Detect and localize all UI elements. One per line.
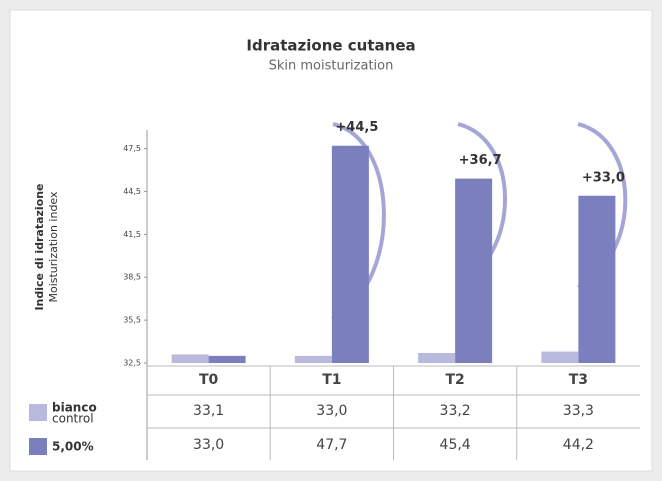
table-value: 45,4 bbox=[440, 437, 471, 453]
y-axis-label: Indice di idratazione bbox=[33, 183, 46, 310]
table-value: 47,7 bbox=[316, 437, 347, 453]
table-value: 33,0 bbox=[316, 403, 347, 419]
table-value: 33,2 bbox=[440, 403, 471, 419]
bar bbox=[208, 355, 246, 363]
chart-subtitle: Skin moisturization bbox=[269, 59, 394, 74]
table-value: 44,2 bbox=[563, 437, 594, 453]
y-tick-label: 47,5 bbox=[123, 144, 141, 153]
annotation: +44,5 bbox=[335, 120, 378, 135]
bar bbox=[541, 351, 579, 363]
x-tick-label: T1 bbox=[322, 372, 341, 388]
annotation: +36,7 bbox=[459, 153, 502, 168]
legend-label: 5,00% bbox=[52, 440, 94, 454]
y-tick-label: 41,5 bbox=[123, 230, 141, 239]
bar bbox=[455, 178, 493, 363]
y-tick-label: 38,5 bbox=[123, 273, 141, 282]
chart-title: Idratazione cutanea bbox=[246, 37, 415, 55]
y-tick-label: 44,5 bbox=[123, 187, 141, 196]
x-tick-label: T0 bbox=[199, 372, 219, 388]
y-axis-label-en: Moisturization index bbox=[47, 191, 60, 303]
table-value: 33,1 bbox=[193, 403, 224, 419]
x-tick-label: T3 bbox=[569, 372, 588, 388]
legend-swatch bbox=[29, 404, 47, 421]
panel bbox=[9, 9, 653, 472]
annotation: +33,0 bbox=[582, 170, 625, 185]
bar bbox=[294, 355, 332, 363]
table-value: 33,0 bbox=[193, 437, 224, 453]
bar bbox=[171, 354, 209, 363]
table-value: 33,3 bbox=[563, 403, 594, 419]
x-tick-label: T2 bbox=[445, 372, 464, 388]
bar bbox=[331, 145, 369, 363]
legend-swatch bbox=[29, 438, 47, 455]
y-tick-label: 35,5 bbox=[123, 316, 141, 325]
y-tick-label: 32,5 bbox=[123, 359, 141, 368]
legend-label: bianco bbox=[52, 401, 97, 415]
bar bbox=[418, 352, 456, 363]
bar bbox=[578, 195, 616, 363]
legend-label-en: control bbox=[52, 412, 94, 426]
